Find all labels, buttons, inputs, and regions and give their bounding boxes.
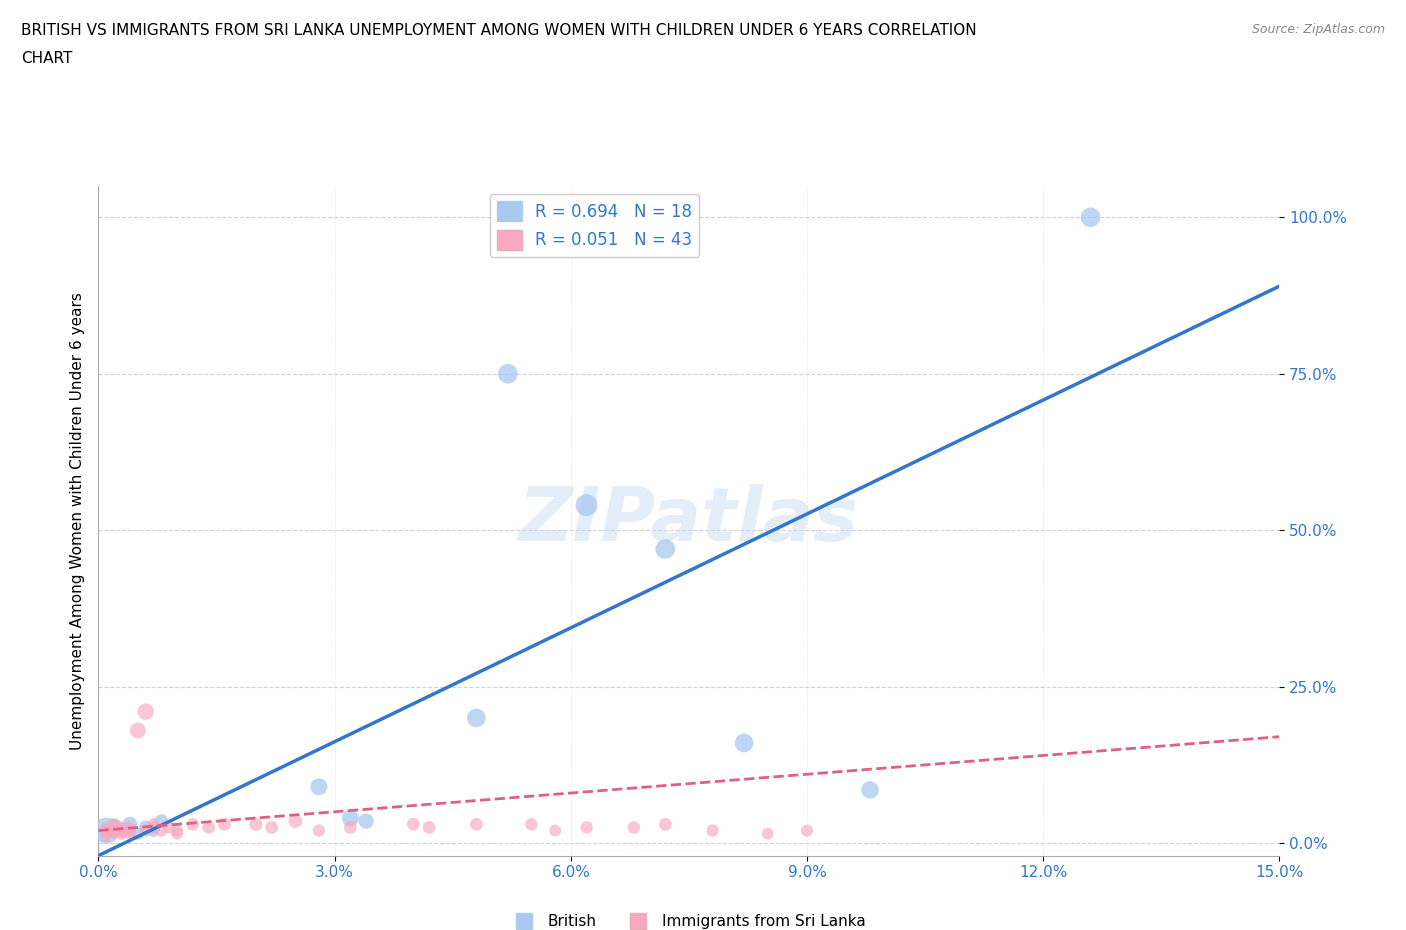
Point — [418, 820, 440, 835]
Point — [1080, 210, 1102, 225]
Point — [260, 820, 283, 835]
Point — [96, 823, 118, 838]
Point — [142, 820, 165, 835]
Point — [127, 826, 149, 841]
Point — [402, 817, 425, 831]
Point — [214, 817, 236, 831]
Point — [354, 814, 377, 829]
Point — [103, 826, 125, 841]
Point — [135, 820, 157, 835]
Point — [150, 823, 173, 838]
Point — [308, 779, 330, 794]
Point — [702, 823, 724, 838]
Point — [339, 811, 361, 826]
Point — [111, 823, 134, 838]
Point — [103, 820, 125, 835]
Point — [127, 723, 149, 737]
Text: Source: ZipAtlas.com: Source: ZipAtlas.com — [1251, 23, 1385, 36]
Point — [96, 820, 118, 835]
Point — [197, 820, 219, 835]
Point — [308, 823, 330, 838]
Point — [575, 820, 598, 835]
Point — [181, 817, 204, 831]
Point — [284, 814, 307, 829]
Point — [111, 823, 134, 838]
Point — [496, 366, 519, 381]
Point — [118, 823, 141, 838]
Point — [166, 823, 188, 838]
Point — [733, 736, 755, 751]
Legend: British, Immigrants from Sri Lanka: British, Immigrants from Sri Lanka — [506, 908, 872, 930]
Point — [135, 704, 157, 719]
Point — [150, 814, 173, 829]
Point — [96, 830, 118, 844]
Point — [245, 817, 267, 831]
Point — [118, 820, 141, 835]
Point — [103, 817, 125, 831]
Point — [654, 817, 676, 831]
Point — [111, 823, 134, 838]
Point — [111, 820, 134, 835]
Point — [796, 823, 818, 838]
Text: BRITISH VS IMMIGRANTS FROM SRI LANKA UNEMPLOYMENT AMONG WOMEN WITH CHILDREN UNDE: BRITISH VS IMMIGRANTS FROM SRI LANKA UNE… — [21, 23, 977, 38]
Point — [118, 826, 141, 841]
Point — [103, 820, 125, 835]
Text: CHART: CHART — [21, 51, 73, 66]
Y-axis label: Unemployment Among Women with Children Under 6 years: Unemployment Among Women with Children U… — [69, 292, 84, 750]
Point — [111, 826, 134, 841]
Point — [118, 817, 141, 831]
Point — [103, 823, 125, 838]
Point — [142, 817, 165, 831]
Point — [339, 820, 361, 835]
Point — [135, 823, 157, 838]
Point — [96, 823, 118, 838]
Point — [142, 823, 165, 838]
Point — [96, 826, 118, 841]
Point — [465, 817, 488, 831]
Point — [520, 817, 543, 831]
Point — [465, 711, 488, 725]
Text: ZIPatlas: ZIPatlas — [519, 485, 859, 557]
Point — [544, 823, 567, 838]
Point — [166, 826, 188, 841]
Point — [623, 820, 645, 835]
Point — [575, 498, 598, 512]
Point — [654, 541, 676, 556]
Point — [157, 820, 180, 835]
Point — [859, 782, 882, 797]
Point — [756, 826, 779, 841]
